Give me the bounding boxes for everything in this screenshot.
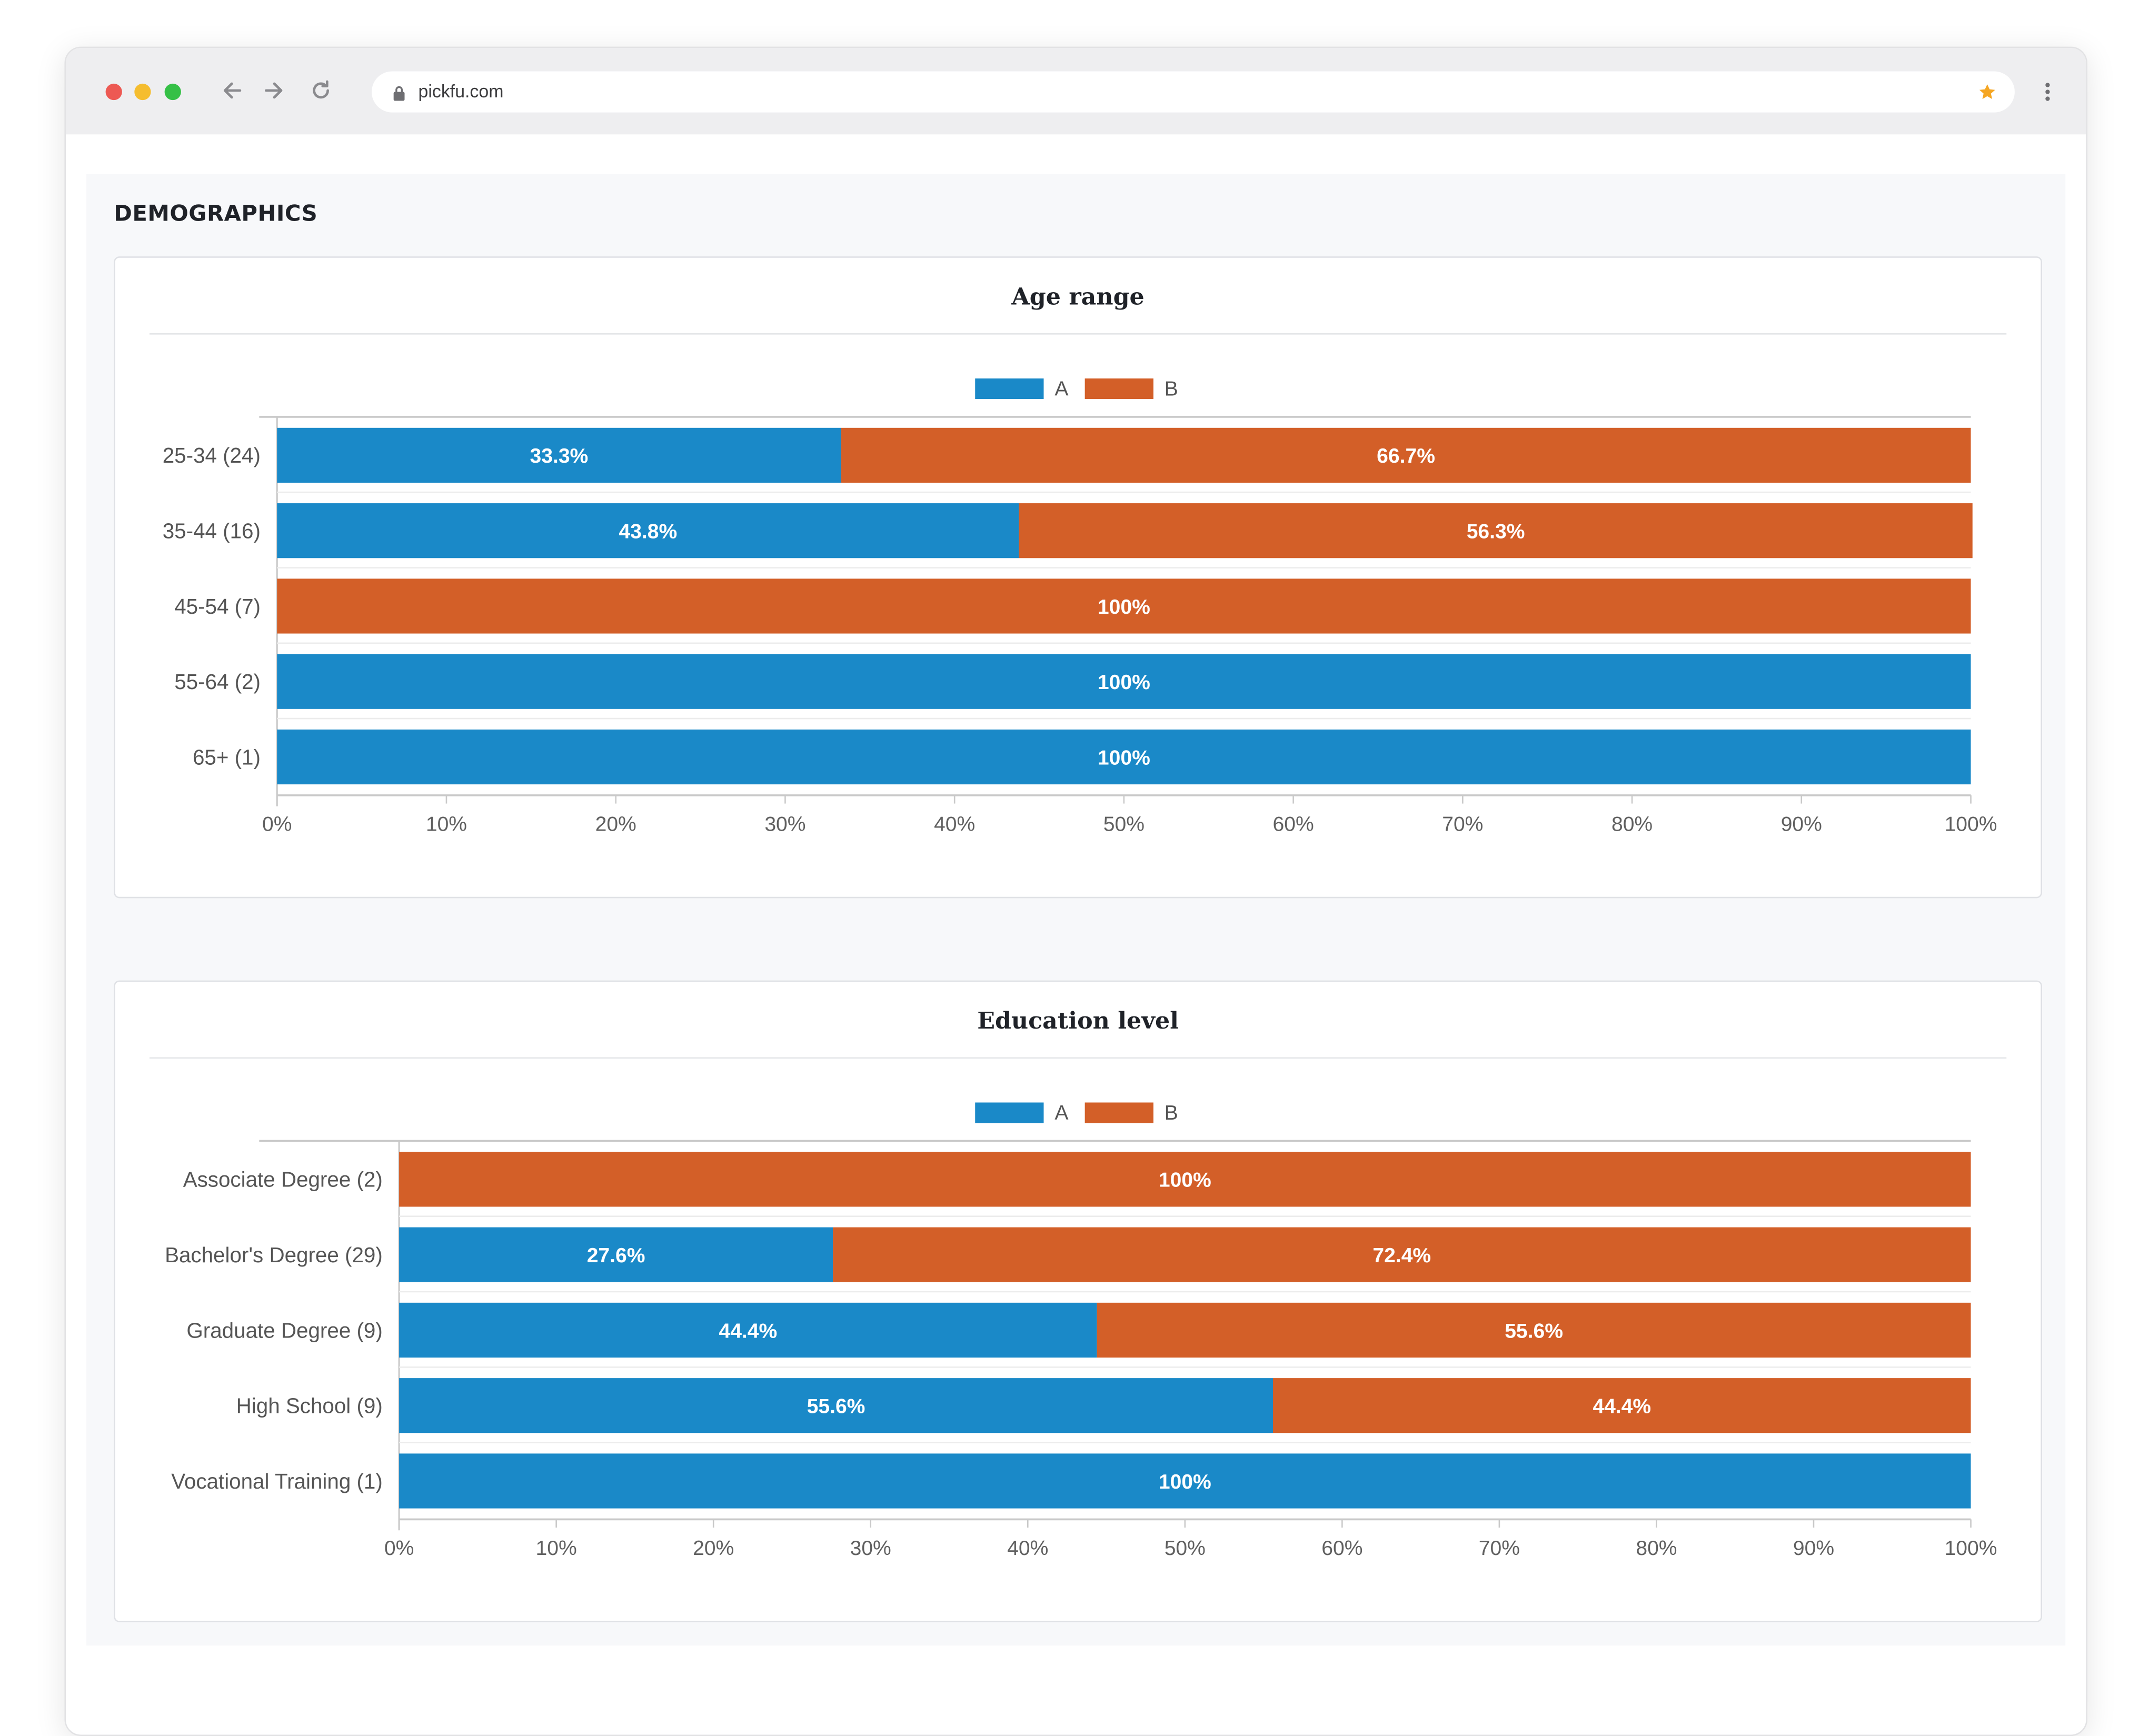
data-label: 55.6% bbox=[807, 1395, 865, 1418]
x-tick-label: 100% bbox=[1945, 1537, 1997, 1560]
bar-a bbox=[277, 503, 1019, 558]
x-tick-label: 30% bbox=[764, 813, 805, 836]
data-label: 100% bbox=[1098, 746, 1150, 769]
x-tick-label: 20% bbox=[693, 1537, 734, 1560]
bar-b bbox=[277, 578, 1971, 634]
bar-a bbox=[277, 654, 1971, 709]
legend-swatch-a bbox=[975, 1102, 1044, 1123]
x-tick-label: 30% bbox=[850, 1537, 891, 1560]
x-tick-label: 50% bbox=[1103, 813, 1145, 836]
bar-b bbox=[1097, 1302, 1971, 1358]
bar-a bbox=[399, 1227, 833, 1282]
page-content: DEMOGRAPHICS Age range A B 0% 10% 20% 30% 40% 5… bbox=[86, 174, 2066, 1646]
category-label: Bachelor's Degree (29) bbox=[165, 1243, 383, 1267]
data-label: 44.4% bbox=[719, 1320, 777, 1342]
category-label: 45-54 (7) bbox=[174, 594, 261, 618]
data-label: 27.6% bbox=[587, 1244, 645, 1267]
legend-label-a: A bbox=[1054, 1102, 1068, 1124]
browser-window: pickfu.com DEMOGRAPHICS Age range A B 0% 10… bbox=[64, 46, 2087, 1736]
category-label: 25-34 (24) bbox=[163, 443, 261, 467]
x-tick-label: 0% bbox=[262, 813, 292, 836]
forward-arrow-icon[interactable] bbox=[258, 75, 288, 105]
x-tick-label: 70% bbox=[1479, 1537, 1520, 1560]
data-label: 72.4% bbox=[1372, 1244, 1431, 1267]
browser-toolbar: pickfu.com bbox=[66, 48, 2086, 135]
education-level-chart: A B 0% 10% 20% 30% 40% 50% 60% 70% 80% 90% 100% Assoc… bbox=[165, 1102, 1997, 1560]
category-label: 55-64 (2) bbox=[174, 670, 261, 694]
bar-b bbox=[1019, 503, 1973, 558]
category-label: 65+ (1) bbox=[193, 745, 261, 769]
x-tick-label: 80% bbox=[1611, 813, 1653, 836]
address-bar[interactable]: pickfu.com bbox=[371, 71, 2015, 113]
category-label: Associate Degree (2) bbox=[183, 1168, 383, 1192]
data-label: 44.4% bbox=[1593, 1395, 1651, 1418]
url-text: pickfu.com bbox=[418, 81, 504, 102]
x-tick-label: 40% bbox=[1007, 1537, 1048, 1560]
x-tick-label: 50% bbox=[1165, 1537, 1206, 1560]
data-label: 100% bbox=[1159, 1471, 1211, 1493]
data-label: 33.3% bbox=[530, 445, 589, 467]
data-label: 66.7% bbox=[1377, 445, 1435, 467]
chart-title: Education level bbox=[977, 1007, 1179, 1035]
bookmark-star-icon[interactable] bbox=[1978, 82, 1997, 101]
maximize-window-button[interactable] bbox=[164, 83, 181, 101]
card-divider bbox=[149, 333, 2007, 335]
x-tick-label: 40% bbox=[934, 813, 975, 836]
x-tick-label: 20% bbox=[595, 813, 636, 836]
x-tick-label: 90% bbox=[1793, 1537, 1834, 1560]
legend-swatch-b bbox=[1085, 1102, 1153, 1123]
data-label: 100% bbox=[1098, 596, 1150, 618]
card-divider bbox=[149, 1057, 2007, 1059]
age-range-chart: A B 0% 10% 20% 30% 40% 50% 60% 70% 80% 90% 100% 25-34… bbox=[163, 378, 1997, 836]
bar-b bbox=[1272, 1378, 1971, 1433]
bar-a bbox=[277, 729, 1971, 785]
category-label: Vocational Training (1) bbox=[171, 1469, 383, 1493]
age-range-card: Age range A B 0% 10% 20% 30% 40% 50% 60% 70% 80% 90… bbox=[114, 256, 2042, 899]
data-label: 100% bbox=[1098, 671, 1150, 694]
x-tick-label: 60% bbox=[1273, 813, 1314, 836]
legend-label-b: B bbox=[1165, 1102, 1178, 1124]
bar-b bbox=[399, 1152, 1971, 1207]
bar-a bbox=[399, 1302, 1097, 1358]
legend-swatch-a bbox=[975, 378, 1044, 400]
x-tick-label: 60% bbox=[1321, 1537, 1362, 1560]
chart-title: Age range bbox=[1011, 284, 1145, 312]
close-window-button[interactable] bbox=[105, 83, 122, 101]
x-tick-label: 10% bbox=[536, 1537, 577, 1560]
section-title: DEMOGRAPHICS bbox=[114, 200, 318, 226]
bar-a bbox=[277, 427, 841, 483]
bar-a bbox=[399, 1378, 1273, 1433]
data-label: 56.3% bbox=[1467, 521, 1525, 543]
x-tick-label: 100% bbox=[1945, 813, 1997, 836]
bar-a bbox=[399, 1453, 1971, 1509]
category-label: Graduate Degree (9) bbox=[186, 1318, 382, 1342]
legend-swatch-b bbox=[1085, 378, 1153, 400]
back-arrow-icon[interactable] bbox=[218, 75, 248, 105]
more-menu-icon[interactable] bbox=[2042, 79, 2053, 104]
x-tick-label: 10% bbox=[426, 813, 467, 836]
x-tick-label: 0% bbox=[384, 1537, 414, 1560]
x-tick-label: 90% bbox=[1781, 813, 1822, 836]
data-label: 100% bbox=[1159, 1169, 1211, 1192]
category-label: High School (9) bbox=[236, 1394, 383, 1418]
lock-icon bbox=[392, 84, 406, 101]
bar-b bbox=[833, 1227, 1971, 1282]
legend-label-a: A bbox=[1054, 378, 1068, 401]
education-level-card: Education level A B 0% 10% 20% 30% 40% 50% 60% 70… bbox=[114, 980, 2042, 1622]
data-label: 43.8% bbox=[619, 521, 677, 543]
reload-icon[interactable] bbox=[306, 75, 336, 105]
minimize-window-button[interactable] bbox=[134, 83, 151, 101]
x-tick-label: 70% bbox=[1442, 813, 1483, 836]
x-tick-label: 80% bbox=[1636, 1537, 1677, 1560]
category-label: 35-44 (16) bbox=[163, 519, 261, 543]
data-label: 55.6% bbox=[1505, 1320, 1563, 1342]
bar-b bbox=[841, 427, 1971, 483]
legend-label-b: B bbox=[1165, 378, 1178, 401]
